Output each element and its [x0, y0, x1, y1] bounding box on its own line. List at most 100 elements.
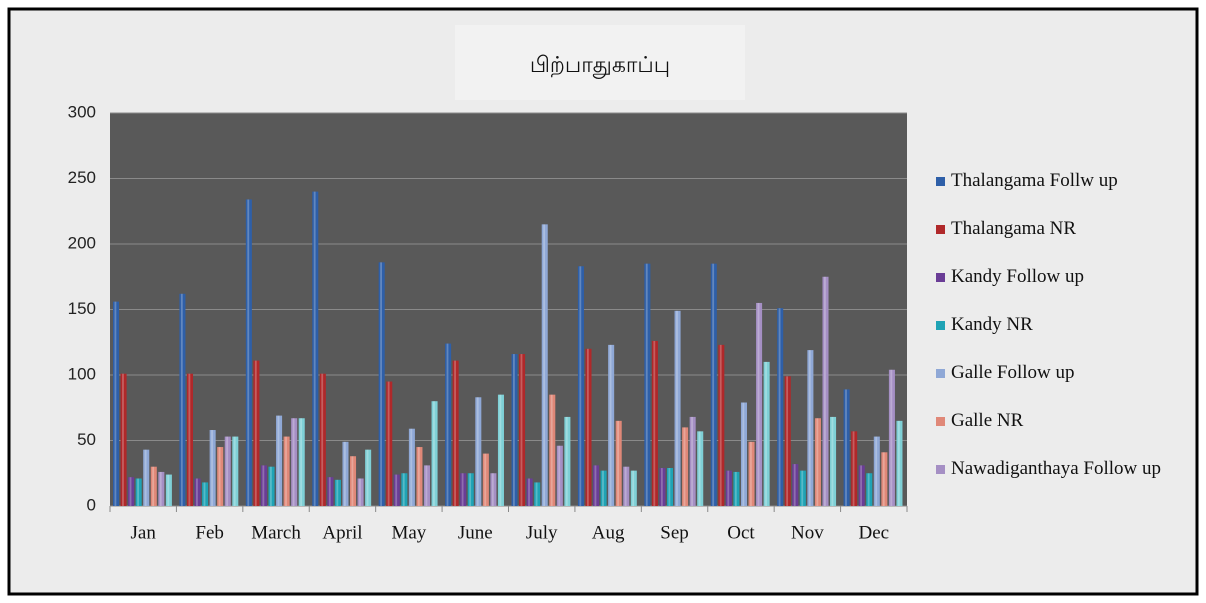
bar-highlight [660, 468, 663, 506]
bar [682, 427, 689, 506]
bar-highlight [410, 428, 413, 506]
bar-highlight [285, 436, 287, 506]
bar-highlight [845, 389, 847, 506]
y-tick-label: 100 [68, 364, 96, 383]
bar [431, 401, 438, 506]
bar [283, 436, 290, 506]
bar [298, 418, 305, 506]
bar [224, 436, 231, 506]
bar [408, 428, 415, 506]
bar-highlight [114, 301, 117, 506]
bar [386, 381, 393, 506]
bar-highlight [594, 465, 597, 506]
x-tick-label: Feb [195, 522, 224, 543]
bar-highlight [454, 360, 456, 506]
bar-highlight [852, 431, 855, 506]
x-tick-label: Oct [727, 522, 755, 543]
bar [799, 470, 806, 506]
bar [445, 343, 452, 506]
bar [843, 389, 850, 506]
bar [858, 465, 865, 506]
bar [128, 477, 135, 506]
bar [245, 199, 252, 506]
bar-highlight [624, 466, 627, 506]
bar-highlight [254, 360, 257, 506]
bar [718, 344, 725, 506]
bar [725, 470, 732, 506]
bar-highlight [402, 473, 405, 506]
bar-highlight [586, 348, 589, 506]
bar-highlight [543, 224, 546, 506]
x-tick-label: Jan [131, 522, 157, 543]
bar [365, 449, 372, 506]
bar-highlight [867, 473, 870, 506]
bar-highlight [565, 416, 568, 506]
bar [577, 266, 584, 506]
bar [674, 310, 681, 506]
bar-highlight [579, 266, 582, 506]
bar-highlight [786, 376, 789, 506]
bar-highlight [395, 474, 398, 506]
bar [482, 453, 489, 506]
bar [748, 441, 755, 506]
x-tick-label: Sep [660, 522, 689, 543]
legend-item: Kandy NR [936, 314, 1198, 362]
bar-highlight [277, 415, 280, 506]
bar [564, 416, 571, 506]
bar-highlight [247, 199, 250, 506]
chart-title: பிற்பாதுகாப்பு [530, 53, 670, 79]
bar-highlight [617, 420, 619, 506]
bar [644, 263, 651, 506]
legend-label: Kandy NR [951, 314, 1033, 335]
bar [490, 473, 497, 506]
bar-highlight [461, 473, 464, 506]
bar-highlight [778, 308, 781, 506]
bar [740, 402, 747, 506]
bar-highlight [270, 466, 272, 506]
bar-highlight [180, 293, 183, 506]
bar [312, 191, 319, 506]
bar [276, 415, 283, 506]
bar [135, 478, 142, 506]
bar-highlight [831, 416, 834, 506]
bar-highlight [233, 436, 236, 506]
bar-highlight [469, 473, 472, 506]
bar-highlight [484, 453, 487, 506]
bar-highlight [698, 431, 701, 506]
bar-highlight [823, 276, 826, 506]
legend-swatch [936, 321, 945, 330]
bar-highlight [446, 343, 449, 506]
bar-highlight [433, 401, 435, 506]
bar-highlight [387, 381, 390, 506]
bar [342, 441, 349, 506]
bar [519, 354, 526, 506]
bar-highlight [765, 361, 767, 506]
bar [401, 473, 408, 506]
bar [666, 468, 674, 506]
bar [511, 354, 518, 506]
bar-highlight [313, 191, 316, 506]
bar [526, 478, 533, 506]
bar [393, 474, 400, 506]
bar [143, 449, 150, 506]
bar-highlight [203, 482, 206, 506]
bar-highlight [152, 466, 155, 506]
bar-highlight [676, 310, 678, 506]
bar-highlight [691, 416, 693, 506]
bar [260, 465, 267, 506]
bar-highlight [491, 473, 494, 506]
bar-highlight [167, 474, 170, 506]
bar [423, 465, 431, 506]
bar-highlight [719, 344, 722, 506]
bar [763, 361, 770, 506]
bar-highlight [558, 445, 561, 506]
bar [378, 262, 385, 506]
bar-highlight [226, 436, 229, 506]
bar-highlight [211, 430, 213, 506]
bar-highlight [550, 394, 553, 506]
legend-label: Nawadiganthaya Follow up [951, 458, 1162, 479]
bar-highlight [122, 373, 124, 506]
legend-swatch [936, 465, 945, 474]
bar [113, 301, 120, 506]
x-tick-label: July [526, 522, 558, 543]
